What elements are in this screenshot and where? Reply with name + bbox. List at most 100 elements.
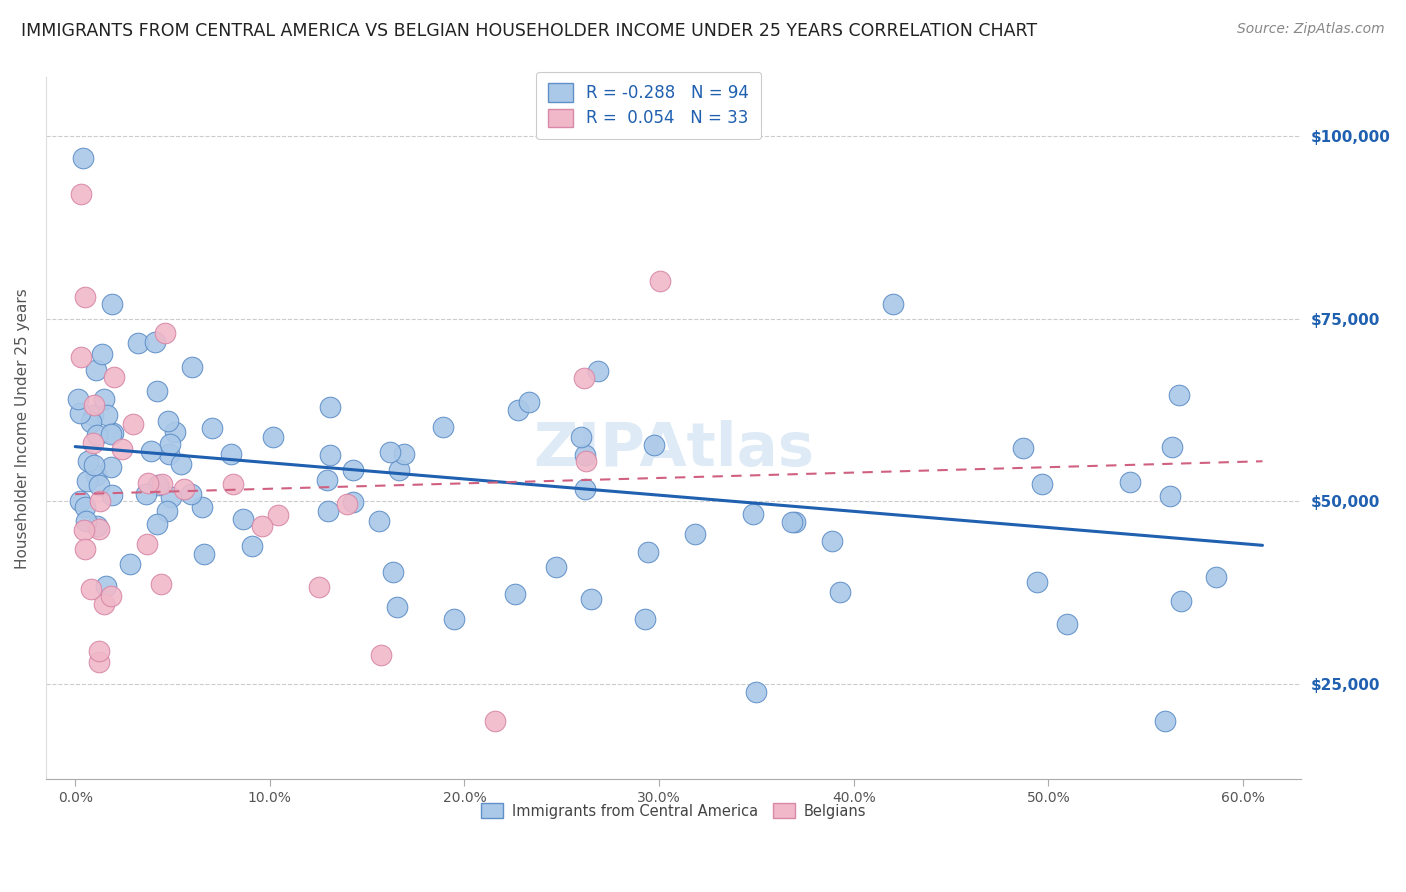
Point	[574, 482, 596, 496]
Point	[267, 508, 290, 522]
Point	[89, 493, 111, 508]
Point	[69, 405, 91, 419]
Point	[201, 421, 224, 435]
Point	[135, 487, 157, 501]
Point	[76, 475, 98, 489]
Point	[308, 580, 330, 594]
Point	[882, 297, 904, 311]
Point	[571, 430, 593, 444]
Point	[82, 435, 104, 450]
Point	[1160, 440, 1182, 454]
Point	[73, 542, 96, 557]
Point	[1205, 569, 1227, 583]
Point	[242, 539, 264, 553]
Point	[368, 514, 391, 528]
Point	[1025, 575, 1047, 590]
Point	[370, 648, 392, 662]
Point	[73, 500, 96, 515]
Point	[157, 447, 180, 461]
Point	[83, 458, 105, 472]
Point	[392, 447, 415, 461]
Point	[100, 427, 122, 442]
Point	[180, 487, 202, 501]
Point	[93, 392, 115, 406]
Point	[544, 560, 567, 574]
Point	[127, 336, 149, 351]
Point	[150, 477, 173, 491]
Point	[193, 547, 215, 561]
Point	[156, 503, 179, 517]
Legend: Immigrants from Central America, Belgians: Immigrants from Central America, Belgian…	[475, 797, 872, 824]
Point	[82, 408, 104, 422]
Text: ZIPAtlas: ZIPAtlas	[533, 420, 814, 479]
Point	[146, 477, 169, 491]
Point	[67, 392, 90, 406]
Point	[86, 518, 108, 533]
Point	[385, 600, 408, 615]
Point	[388, 463, 411, 477]
Point	[1031, 477, 1053, 491]
Point	[165, 425, 187, 439]
Point	[181, 359, 204, 374]
Point	[86, 427, 108, 442]
Point	[83, 399, 105, 413]
Point	[316, 473, 339, 487]
Point	[1170, 593, 1192, 607]
Point	[342, 494, 364, 508]
Point	[586, 364, 609, 378]
Point	[222, 476, 245, 491]
Point	[170, 458, 193, 472]
Point	[111, 442, 134, 456]
Point	[780, 515, 803, 529]
Point	[572, 371, 595, 385]
Point	[1154, 714, 1177, 728]
Point	[100, 296, 122, 310]
Point	[250, 519, 273, 533]
Point	[101, 488, 124, 502]
Point	[75, 514, 97, 528]
Point	[262, 430, 284, 444]
Point	[443, 612, 465, 626]
Point	[1012, 441, 1035, 455]
Point	[634, 612, 657, 626]
Point	[643, 438, 665, 452]
Point	[103, 425, 125, 440]
Point	[100, 460, 122, 475]
Point	[505, 586, 527, 600]
Point	[72, 151, 94, 165]
Point	[80, 582, 103, 596]
Point	[575, 454, 598, 468]
Point	[1159, 489, 1181, 503]
Point	[76, 454, 98, 468]
Point	[830, 585, 852, 599]
Point	[382, 566, 405, 580]
Point	[232, 512, 254, 526]
Point	[342, 463, 364, 477]
Point	[96, 408, 118, 422]
Point	[73, 523, 96, 537]
Point	[506, 402, 529, 417]
Point	[153, 326, 176, 340]
Point	[683, 527, 706, 541]
Point	[159, 437, 181, 451]
Point	[70, 187, 93, 202]
Point	[637, 544, 659, 558]
Y-axis label: Householder Income Under 25 years: Householder Income Under 25 years	[15, 288, 30, 569]
Point	[73, 290, 96, 304]
Point	[319, 448, 342, 462]
Point	[1056, 616, 1078, 631]
Point	[94, 579, 117, 593]
Point	[517, 395, 540, 409]
Point	[574, 448, 596, 462]
Point	[89, 478, 111, 492]
Point	[316, 504, 339, 518]
Point	[69, 494, 91, 508]
Point	[745, 684, 768, 698]
Point	[380, 445, 402, 459]
Point	[139, 444, 162, 458]
Point	[821, 533, 844, 548]
Point	[742, 507, 765, 521]
Point	[84, 363, 107, 377]
Point	[138, 475, 160, 490]
Point	[579, 592, 602, 607]
